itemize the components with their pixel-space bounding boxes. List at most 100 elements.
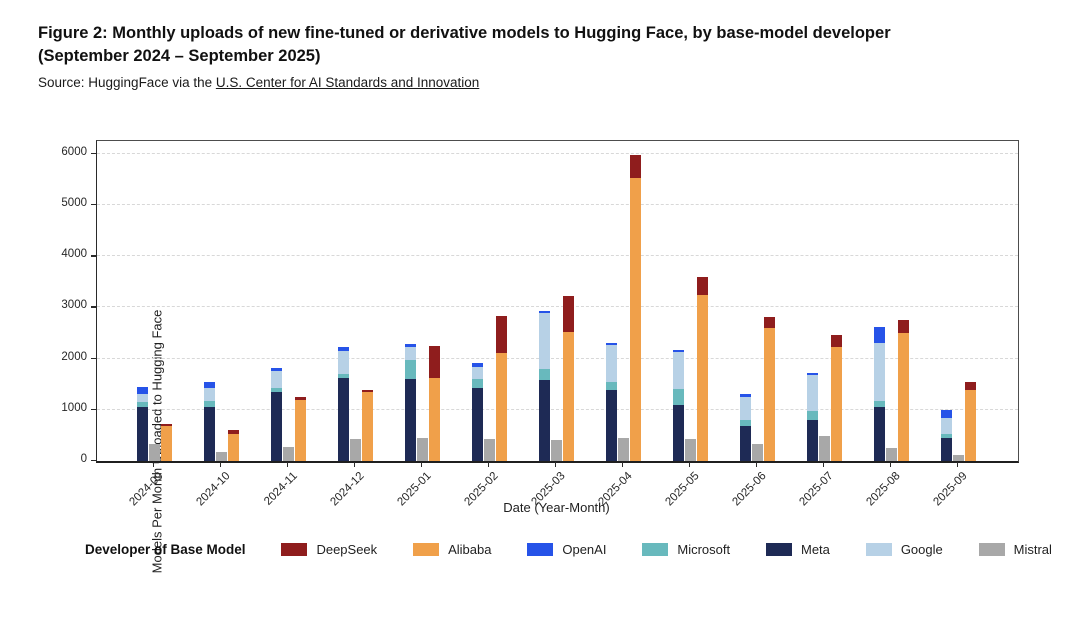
- bar-meta-2025-08: [874, 406, 885, 461]
- x-tick-mark-2025-01: [421, 462, 423, 467]
- gridline-5000: [97, 204, 1018, 205]
- bar-microsoft-2025-06: [740, 420, 751, 427]
- y-tick-mark: [91, 460, 96, 462]
- bar-microsoft-2025-07: [807, 410, 818, 421]
- y-tick-label-6000: 6000: [61, 145, 87, 158]
- x-tick-mark-2025-08: [890, 462, 892, 467]
- bar-deepseek-2025-07: [831, 335, 842, 348]
- legend-swatch-google-icon: [865, 542, 892, 556]
- x-tick-mark-2025-07: [823, 462, 825, 467]
- bar-deepseek-2025-03: [563, 296, 574, 332]
- bar-meta-2024-12: [338, 378, 349, 461]
- bar-alibaba-2025-08: [898, 333, 909, 461]
- bar-google-2025-05: [673, 351, 684, 389]
- gridline-6000: [97, 152, 1018, 154]
- bar-openai-2025-08: [874, 327, 885, 343]
- bar-openai-2024-11: [271, 367, 282, 371]
- y-tick-mark: [91, 152, 96, 155]
- bar-google-2024-09: [137, 394, 148, 403]
- bar-google-2025-07: [807, 375, 818, 411]
- bar-openai-2025-02: [472, 363, 483, 368]
- x-tick-mark-2025-03: [555, 462, 557, 467]
- legend-item-google: Google: [865, 542, 943, 557]
- bar-meta-2025-01: [405, 379, 416, 461]
- bar-mistral-2024-09: [149, 444, 160, 461]
- bar-google-2024-11: [271, 370, 282, 388]
- bar-google-2025-02: [472, 367, 483, 379]
- y-tick-label-3000: 3000: [61, 299, 87, 312]
- bar-mistral-2024-11: [283, 447, 294, 461]
- bar-mistral-2025-02: [484, 438, 495, 461]
- bar-deepseek-2025-05: [697, 276, 708, 295]
- legend-item-alibaba: Alibaba: [413, 542, 491, 557]
- x-axis-title: Date (Year-Month): [503, 500, 610, 515]
- figure-title-line2: (September 2024 – September 2025): [38, 46, 321, 65]
- legend-title: Developer of Base Model: [85, 541, 246, 557]
- bar-alibaba-2025-02: [496, 352, 507, 461]
- bar-meta-2025-07: [807, 420, 818, 461]
- legend-swatch-microsoft-icon: [642, 542, 669, 556]
- chart-legend: Developer of Base Model DeepSeek Alibaba O…: [85, 536, 1052, 562]
- bar-microsoft-2024-10: [204, 401, 215, 408]
- gridline-3000: [97, 306, 1018, 308]
- x-tick-mark-2025-05: [689, 462, 691, 467]
- bar-microsoft-2025-01: [405, 360, 416, 380]
- bar-deepseek-2024-11: [295, 397, 306, 401]
- y-tick-mark: [91, 306, 96, 308]
- x-tick-mark-2025-06: [756, 462, 758, 467]
- x-tick-mark-2025-04: [622, 462, 624, 467]
- gridline-4000: [97, 255, 1018, 257]
- bar-deepseek-2025-02: [496, 315, 507, 353]
- bar-meta-2025-04: [606, 390, 617, 461]
- bar-google-2025-06: [740, 397, 751, 421]
- source-link[interactable]: U.S. Center for AI Standards and Innovat…: [215, 74, 480, 90]
- bar-meta-2025-05: [673, 404, 684, 461]
- bar-meta-2024-11: [271, 391, 282, 461]
- y-tick-mark: [91, 255, 96, 257]
- bar-alibaba-2024-10: [228, 433, 239, 461]
- legend-swatch-mistral-icon: [978, 542, 1005, 556]
- y-tick-mark: [91, 204, 96, 206]
- y-tick-mark: [91, 408, 96, 411]
- bar-alibaba-2025-09: [965, 389, 976, 461]
- bar-openai-2025-04: [606, 342, 617, 346]
- gridline-1000: [97, 408, 1018, 410]
- bar-deepseek-2025-09: [965, 381, 976, 390]
- legend-item-openai: OpenAI: [527, 542, 606, 557]
- bar-alibaba-2024-11: [295, 400, 306, 461]
- bar-mistral-2025-04: [618, 437, 629, 461]
- x-tick-mark-2024-12: [354, 462, 356, 467]
- bar-deepseek-2024-09: [161, 424, 172, 427]
- x-tick-mark-2024-11: [287, 462, 289, 467]
- figure-title-line1: Figure 2: Monthly uploads of new fine-tu…: [38, 24, 891, 42]
- legend-swatch-meta-icon: [766, 542, 792, 556]
- bar-alibaba-2025-06: [764, 328, 775, 461]
- plot-area: Models Per Month Uploaded to Hugging Fac…: [96, 140, 1019, 573]
- bar-deepseek-2024-12: [362, 389, 373, 392]
- gridline-2000: [97, 357, 1018, 359]
- legend-item-meta: Meta: [766, 542, 830, 557]
- bar-openai-2025-05: [673, 349, 684, 352]
- bar-deepseek-2025-06: [764, 317, 775, 329]
- bar-mistral-2024-10: [216, 451, 227, 461]
- bar-openai-2024-12: [338, 347, 349, 351]
- bar-openai-2025-07: [807, 372, 818, 375]
- bar-deepseek-2025-04: [630, 154, 641, 178]
- bar-meta-2025-02: [472, 387, 483, 461]
- source-prefix: Source: HuggingFace via the: [38, 74, 216, 90]
- y-tick-label-5000: 5000: [61, 197, 87, 209]
- x-tick-mark-2024-09: [153, 462, 155, 467]
- bar-mistral-2025-09: [953, 455, 964, 461]
- bar-microsoft-2024-12: [338, 373, 349, 379]
- bar-alibaba-2025-07: [831, 347, 842, 461]
- bar-meta-2025-09: [941, 437, 952, 461]
- bar-mistral-2025-06: [752, 444, 763, 461]
- y-tick-label-2000: 2000: [61, 350, 87, 363]
- y-tick-mark: [91, 357, 96, 359]
- legend-swatch-deepseek-icon: [281, 542, 308, 556]
- bar-meta-2024-09: [137, 407, 148, 461]
- bar-alibaba-2025-03: [563, 331, 574, 461]
- x-tick-mark-2024-10: [220, 462, 222, 467]
- legend-label-meta: Meta: [801, 541, 830, 557]
- legend-item-mistral: Mistral: [978, 542, 1052, 557]
